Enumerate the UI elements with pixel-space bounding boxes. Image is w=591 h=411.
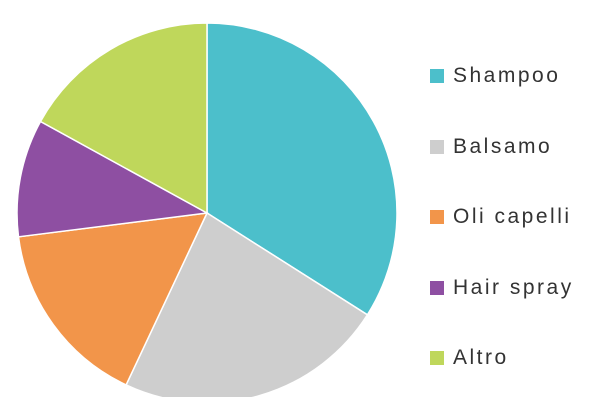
- pie-slice-oli-capelli: [17, 212, 209, 386]
- pie-chart: Shampoo Balsamo Oli capelli Hair spray A…: [16, 22, 571, 397]
- legend-label-altro: Altro: [453, 346, 509, 369]
- legend-label-oli-capelli: Oli capelli: [453, 205, 572, 228]
- legend-item-hair-spray: Hair spray: [430, 270, 590, 306]
- legend-label-hair-spray: Hair spray: [453, 275, 574, 299]
- pie-slice-altro: [39, 22, 208, 215]
- legend-swatch-shampoo: [430, 69, 444, 83]
- legend-item-altro: Altro: [430, 340, 590, 376]
- pie-slice-hair-spray: [16, 120, 210, 238]
- legend-swatch-oli-capelli: [430, 210, 444, 224]
- legend-label-balsamo: Balsamo: [453, 134, 553, 158]
- pie-chart-plot: [16, 22, 398, 397]
- legend-swatch-altro: [430, 351, 444, 365]
- pie-slice-shampoo: [206, 22, 398, 316]
- legend-item-oli-capelli: Oli capelli: [430, 199, 590, 235]
- legend-label-shampoo: Shampoo: [453, 64, 561, 87]
- legend-item-shampoo: Shampoo: [430, 58, 590, 94]
- legend-swatch-balsamo: [430, 139, 444, 154]
- chart-legend: Shampoo Balsamo Oli capelli Hair spray A…: [430, 58, 590, 411]
- legend-swatch-hair-spray: [430, 280, 444, 295]
- legend-item-balsamo: Balsamo: [430, 129, 590, 165]
- pie-slice-balsamo: [125, 211, 369, 397]
